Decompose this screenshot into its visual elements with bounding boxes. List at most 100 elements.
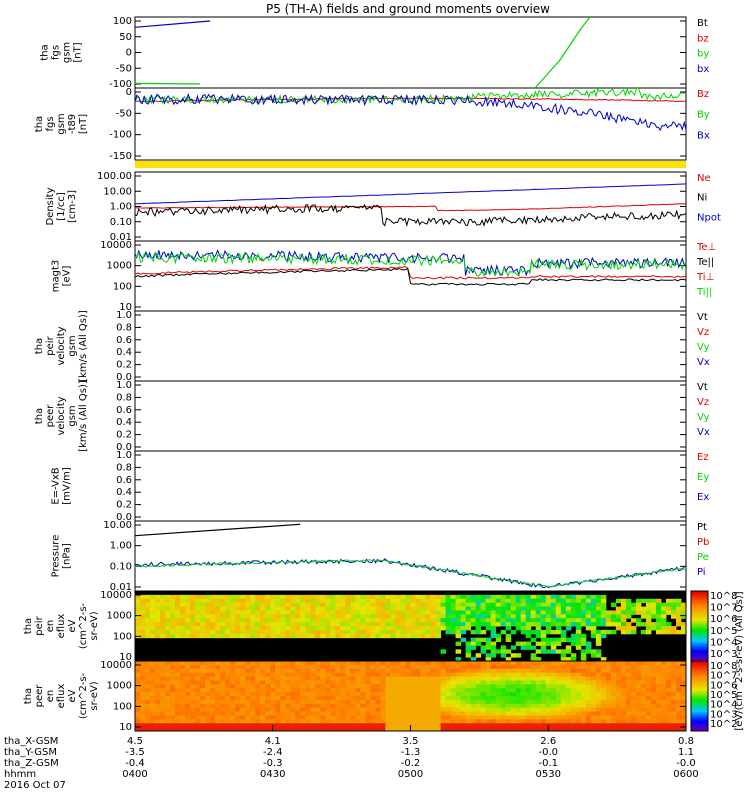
- spec-cell: [650, 626, 657, 631]
- spec-cell: [640, 688, 647, 693]
- x-row-value: -1.3: [401, 747, 421, 758]
- colorbar-cell: [691, 682, 708, 685]
- spec-cell: [295, 602, 301, 608]
- spec-cell: [550, 614, 557, 619]
- spec-cell: [440, 664, 447, 670]
- spec-cell: [560, 684, 567, 689]
- spec-cell: [670, 598, 677, 604]
- spec-cell: [680, 672, 687, 678]
- spec-cell: [385, 633, 391, 639]
- spec-cell: [460, 610, 467, 615]
- spec-cell: [665, 707, 672, 713]
- spec-cell: [545, 606, 552, 611]
- spec-cell: [320, 715, 326, 720]
- spec-cell: [430, 629, 437, 635]
- spec-cell: [280, 618, 286, 623]
- spec-cell: [210, 703, 216, 709]
- spec-cell: [485, 641, 492, 646]
- spec-cell: [425, 676, 432, 681]
- spec-cell: [310, 622, 316, 627]
- spec-cell: [145, 629, 151, 635]
- spec-cell: [245, 661, 251, 666]
- spec-cell: [210, 719, 216, 724]
- spec-cell: [510, 594, 517, 600]
- spec-cell: [415, 688, 422, 693]
- spec-cell: [425, 661, 432, 666]
- spec-cell: [680, 629, 687, 635]
- spec-cell: [330, 727, 336, 732]
- spec-cell: [445, 711, 452, 716]
- spec-cell: [320, 723, 326, 728]
- spec-cell: [330, 622, 336, 627]
- spec-cell: [645, 668, 652, 674]
- spec-cell: [480, 610, 487, 615]
- spec-cell: [250, 672, 256, 678]
- spec-cell: [380, 676, 386, 681]
- spec-cell: [620, 699, 627, 705]
- spec-cell: [565, 610, 572, 615]
- spec-cell: [295, 692, 301, 697]
- spec-cell: [400, 622, 406, 627]
- spec-cell: [335, 668, 341, 674]
- spec-cell: [555, 664, 562, 670]
- spec-cell: [385, 661, 391, 666]
- spec-cell: [630, 626, 637, 631]
- spec-cell: [515, 723, 522, 728]
- spec-cell: [655, 602, 662, 608]
- spec-cell: [425, 626, 432, 631]
- spec-cell: [285, 610, 291, 615]
- spec-cell: [240, 699, 246, 705]
- spec-cell: [560, 653, 567, 658]
- spec-cell: [200, 727, 206, 732]
- spec-cell: [275, 715, 281, 720]
- y-axis-label: E=-VxB[mV/m]: [51, 467, 73, 505]
- spec-cell: [240, 715, 246, 720]
- spec-cell: [265, 594, 271, 600]
- spec-cell: [210, 664, 216, 670]
- spec-cell: [180, 626, 186, 631]
- spec-cell: [185, 684, 191, 689]
- spec-cell: [340, 680, 346, 685]
- spec-cell: [550, 703, 557, 709]
- spec-cell: [270, 629, 276, 635]
- spec-cell: [520, 676, 527, 681]
- spec-cell: [630, 672, 637, 678]
- spec-cell: [410, 707, 417, 713]
- spec-cell: [275, 692, 281, 697]
- spec-cell: [495, 688, 502, 693]
- spec-cell: [340, 699, 346, 705]
- spec-cell: [660, 688, 667, 693]
- spec-cell: [265, 633, 271, 639]
- colorbar-cell: [691, 612, 708, 615]
- spec-cell: [320, 664, 326, 670]
- spec-cell: [570, 633, 577, 639]
- spec-cell: [535, 703, 542, 709]
- spec-cell: [325, 715, 331, 720]
- spec-cell: [520, 715, 527, 720]
- y-tick-label: 0.0: [116, 512, 132, 523]
- spec-cell: [475, 680, 482, 685]
- spec-cell: [530, 661, 537, 666]
- spec-cell: [145, 633, 151, 639]
- spec-cell: [505, 723, 512, 728]
- spec-cell: [450, 699, 457, 705]
- spec-cell: [545, 699, 552, 705]
- spec-cell: [265, 622, 271, 627]
- spec-cell: [540, 727, 547, 732]
- spec-cell: [315, 598, 321, 604]
- spec-cell: [530, 715, 537, 720]
- spec-cell: [665, 610, 672, 615]
- spec-cell: [370, 598, 376, 604]
- spec-cell: [390, 711, 396, 716]
- spec-cell: [430, 614, 437, 619]
- spec-cell: [660, 676, 667, 681]
- spec-cell: [415, 711, 422, 716]
- y-axis-label-line: [cm-3]: [67, 190, 78, 223]
- spec-cell: [255, 715, 261, 720]
- colorbar-cell: [691, 615, 708, 618]
- spec-cell: [620, 723, 627, 728]
- spec-cell: [205, 699, 211, 705]
- spec-cell: [620, 719, 627, 724]
- spec-cell: [280, 614, 286, 619]
- spec-cell: [470, 602, 477, 608]
